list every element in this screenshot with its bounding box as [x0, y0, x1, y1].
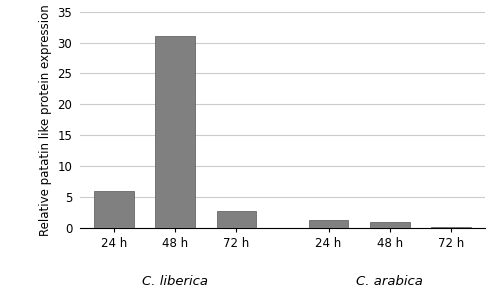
Bar [155, 36, 195, 228]
Bar [94, 191, 134, 228]
Text: C. liberica: C. liberica [142, 275, 208, 288]
Y-axis label: Relative patatin like protein expression: Relative patatin like protein expression [39, 4, 52, 236]
Bar [216, 211, 256, 228]
Text: C. arabica: C. arabica [356, 275, 424, 288]
Bar [308, 220, 348, 228]
Bar [432, 227, 471, 228]
Bar [370, 222, 410, 228]
